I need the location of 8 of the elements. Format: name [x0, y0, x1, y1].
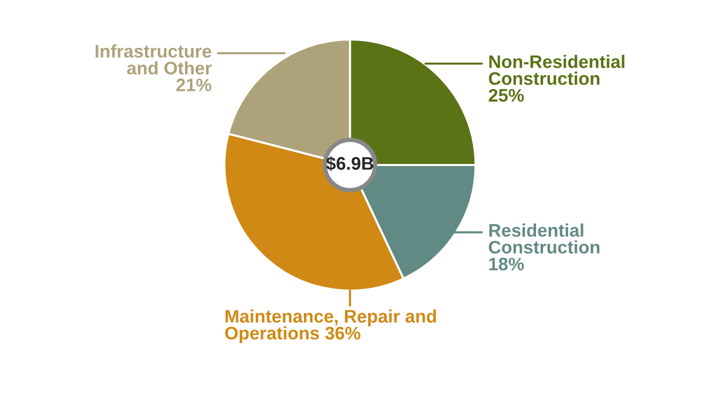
data-label: 25% — [488, 88, 524, 102]
slice-label: Non-Residential Construction — [488, 54, 624, 85]
slice-label: Infrastructure and Other — [96, 44, 212, 74]
text: $6.9B — [326, 156, 374, 172]
data-label: 21% — [176, 78, 212, 92]
slice-label: Maintenance, Repair and Operations 36% — [225, 309, 436, 344]
slice-label: Residential Construction — [488, 224, 600, 254]
data-label: 18% — [489, 258, 524, 270]
